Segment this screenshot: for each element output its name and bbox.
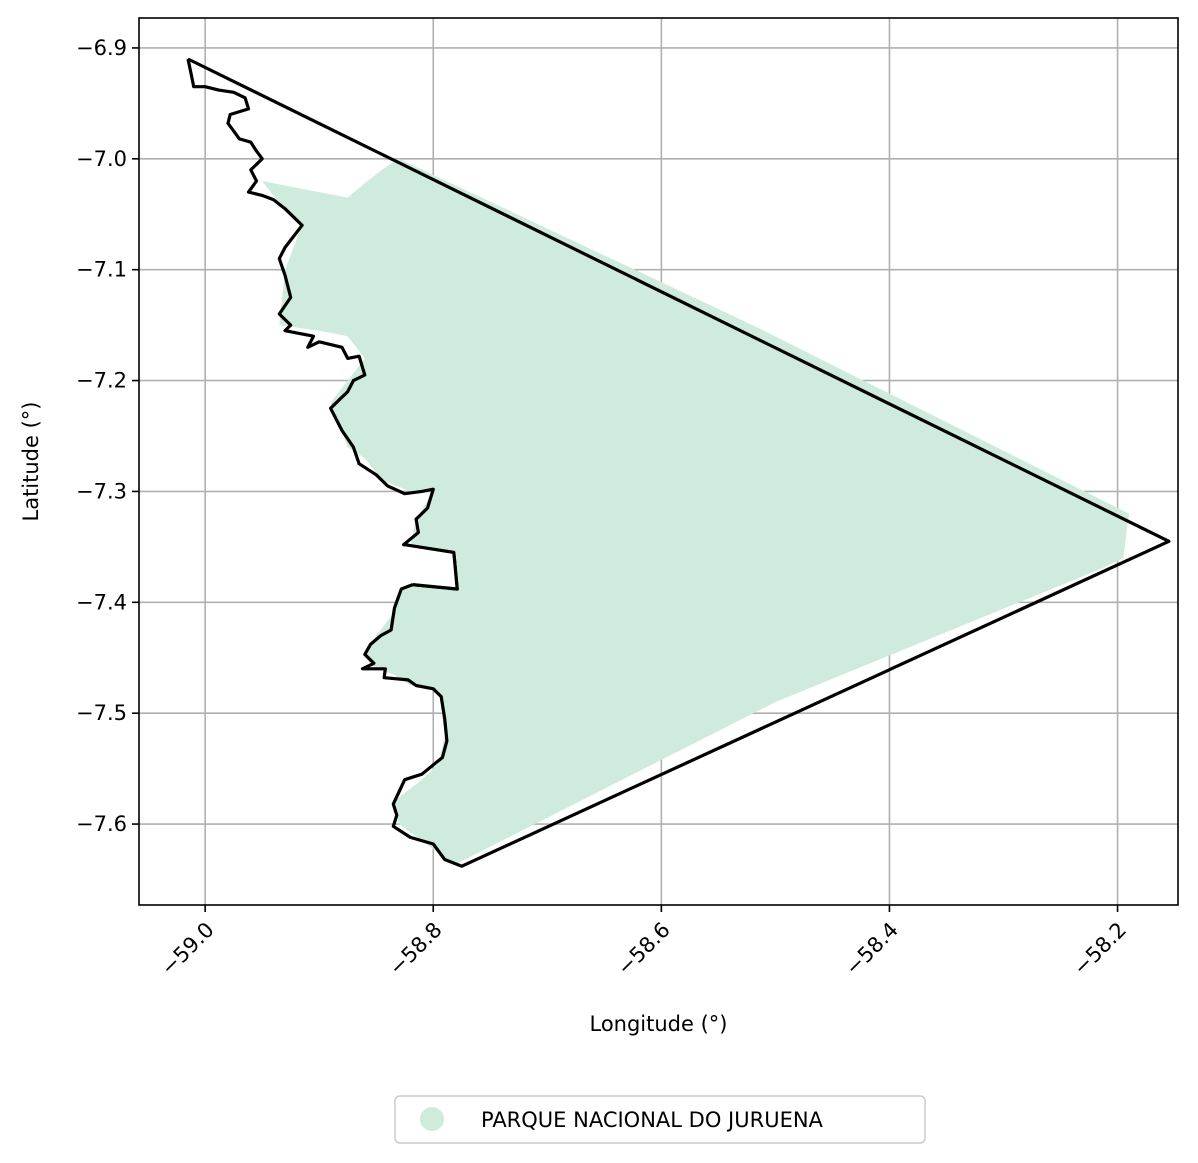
y-axis-label: Latitude (°) [19,402,43,522]
y-tick-label: −7.4 [76,590,127,614]
x-axis-ticks: −59.0 −58.8 −58.6 −58.4 −58.2 [156,905,1131,980]
x-tick-label: −58.4 [841,918,903,980]
y-tick-label: −7.3 [76,479,127,503]
x-axis-label: Longitude (°) [589,1012,727,1036]
y-tick-label: −7.5 [76,701,127,725]
y-tick-label: −6.9 [76,36,127,60]
legend: PARQUE NACIONAL DO JURUENA [394,1095,926,1144]
park-area-fill [262,158,1129,865]
y-tick-label: −7.1 [76,258,127,282]
x-tick-label: −58.6 [612,918,674,980]
x-tick-label: −59.0 [156,918,218,980]
legend-box [394,1095,926,1144]
axes-frame [138,17,1179,906]
y-tick-label: −7.2 [76,369,127,393]
boundary-rect-outline [404,543,459,591]
legend-marker [420,1107,444,1131]
x-tick-label: −58.8 [384,918,446,980]
y-tick-label: −7.6 [76,812,127,836]
map-data [186,57,1171,868]
legend-label: PARQUE NACIONAL DO JURUENA [481,1108,824,1132]
x-tick-label: −58.2 [1069,918,1131,980]
y-tick-label: −7.0 [76,147,127,171]
park-boundary [186,57,1171,868]
y-axis-ticks: −6.9 −7.0 −7.1 −7.2 −7.3 −7.4 −7.5 −7.6 [76,36,139,836]
boundary-rect-patch [404,544,458,589]
